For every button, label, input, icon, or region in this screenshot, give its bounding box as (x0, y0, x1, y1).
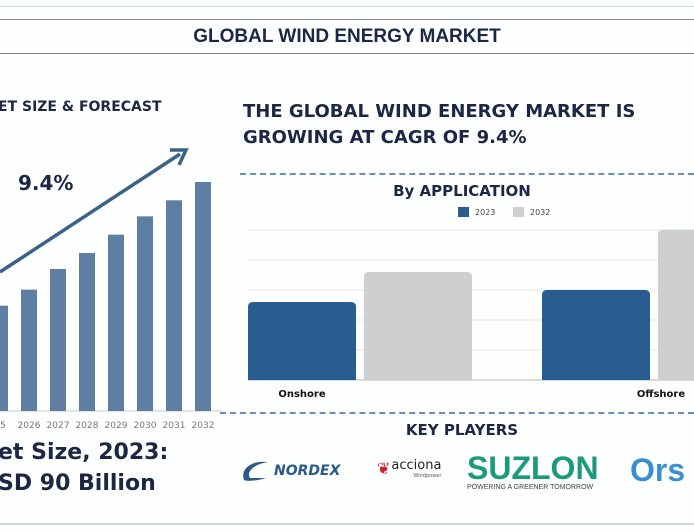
suzlon-text: SUZLON (467, 450, 599, 486)
dashed-divider-top (240, 173, 694, 175)
application-category-label: Offshore (637, 389, 685, 400)
acciona-text: acciona (391, 458, 442, 473)
forecast-tick-label: 2029 (105, 421, 128, 431)
legend-swatch (513, 207, 524, 217)
nordex-swoosh-icon (243, 461, 268, 481)
market-size-line1: et Size, 2023: (0, 440, 169, 465)
forecast-bar (0, 305, 8, 411)
logo-nordex: NORDEX (240, 458, 340, 484)
forecast-bar (79, 252, 95, 411)
bottom-border (0, 523, 694, 525)
forecast-chart-title: ET SIZE & FORECAST (0, 99, 162, 115)
application-category-label: Onshore (278, 389, 325, 400)
forecast-tick-label: 2028 (76, 421, 99, 431)
application-bar (248, 302, 356, 380)
forecast-bar (195, 182, 211, 411)
forecast-bar (166, 200, 182, 411)
application-chart-title: By APPLICATION (393, 182, 531, 200)
trend-arrow-shaft (0, 152, 181, 274)
logo-orsted: Ors (630, 452, 686, 488)
acciona-leaf-icon: ❦ (377, 459, 391, 478)
forecast-tick-label: 25 (0, 421, 6, 431)
legend-label: 2032 (530, 207, 551, 217)
acciona-subtext: Windpower (413, 473, 442, 479)
application-bar (542, 290, 650, 380)
key-players-title: KEY PLAYERS (405, 421, 519, 439)
forecast-tick-label: 2031 (163, 421, 186, 431)
headline: THE GLOBAL WIND ENERGY MARKET IS GROWING… (243, 99, 635, 151)
market-size-line2: SD 90 Billion (0, 471, 156, 496)
headline-line1: THE GLOBAL WIND ENERGY MARKET IS (243, 101, 636, 122)
cagr-label: 9.4% (18, 171, 74, 195)
page-title: GLOBAL WIND ENERGY MARKET (193, 26, 501, 47)
forecast-bar (137, 216, 153, 411)
nordex-text: NORDEX (274, 463, 341, 479)
legend-label: 2023 (475, 207, 496, 217)
forecast-tick-label: 2032 (192, 421, 215, 431)
logo-acciona: ❦ acciona Windpower (377, 458, 441, 479)
trend-arrow-head-icon (170, 148, 189, 166)
legend-2032: 2032 (513, 207, 550, 217)
forecast-bar (50, 269, 66, 411)
forecast-bar (108, 234, 124, 411)
forecast-tick-label: 2026 (18, 421, 41, 431)
top-border (0, 6, 694, 7)
legend-swatch (458, 207, 469, 217)
suzlon-tagline: POWERING A GREENER TOMORROW (467, 484, 594, 491)
application-bar (658, 230, 694, 380)
dashed-divider-bottom (220, 412, 694, 414)
title-border-bottom (0, 53, 694, 54)
headline-line2: GROWING AT CAGR OF 9.4% (243, 127, 527, 148)
application-bar (364, 272, 472, 380)
legend-2023: 2023 (458, 207, 495, 217)
logo-suzlon: SUZLON POWERING A GREENER TOMORROW (467, 452, 599, 491)
forecast-bar (21, 289, 37, 411)
forecast-tick-label: 2027 (47, 421, 70, 431)
forecast-tick-label: 2030 (134, 421, 157, 431)
title-border-top (0, 19, 694, 20)
